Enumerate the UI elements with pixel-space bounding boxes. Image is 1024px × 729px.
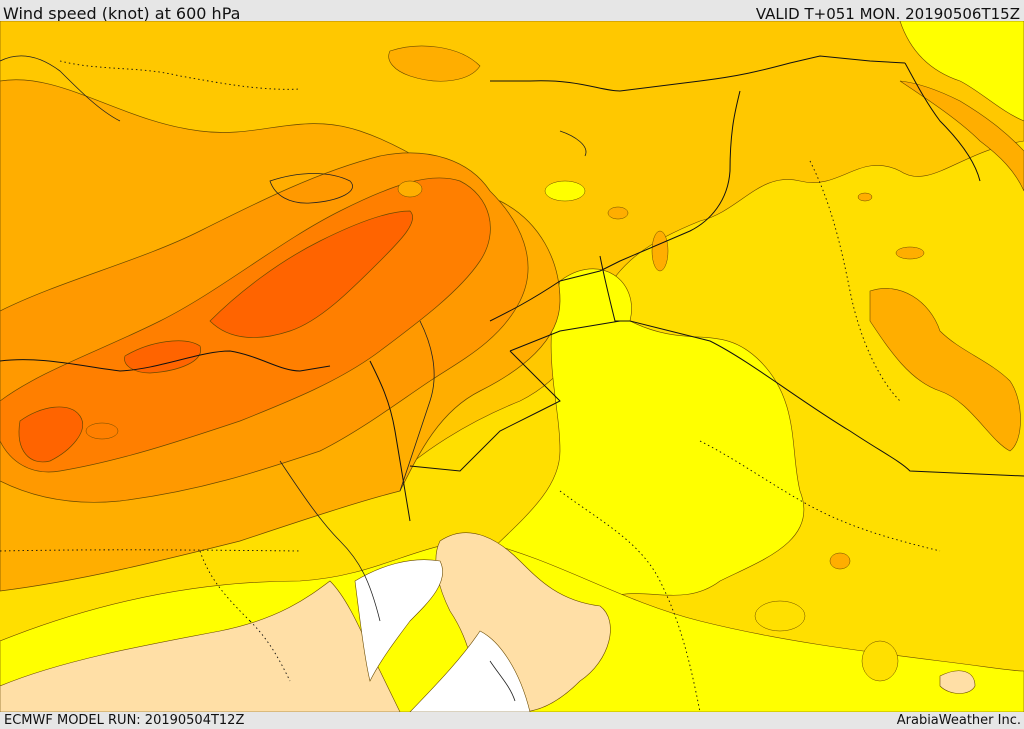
wind-cell bbox=[861, 640, 899, 682]
calm-area-south bbox=[409, 630, 531, 712]
wind-speed-map bbox=[0, 21, 1024, 712]
wind-band-red-orange-core bbox=[209, 210, 413, 338]
map-title: Wind speed (knot) at 600 hPa bbox=[3, 4, 241, 23]
calm-area bbox=[354, 559, 443, 682]
wind-cell bbox=[85, 422, 119, 440]
wind-cell bbox=[651, 230, 669, 272]
wind-cell bbox=[607, 206, 629, 220]
wind-cell bbox=[895, 246, 925, 260]
wind-band-amber-east bbox=[869, 288, 1021, 452]
map-canvas bbox=[0, 21, 1024, 712]
wind-band-bright-yellow-east bbox=[479, 268, 805, 607]
wind-band-bright-yellow-ne bbox=[899, 21, 1024, 122]
wind-cell bbox=[857, 192, 873, 202]
wind-band-amber-ne bbox=[899, 80, 1024, 192]
credit-label: ArabiaWeather Inc. bbox=[896, 713, 1021, 728]
coastlines bbox=[0, 55, 587, 702]
wind-band-red-orange-west bbox=[18, 406, 83, 463]
model-run-label: ECMWF MODEL RUN: 20190504T12Z bbox=[4, 713, 245, 728]
valid-time-label: VALID T+051 MON. 20190506T15Z bbox=[755, 5, 1020, 23]
wind-band-amber-north bbox=[388, 45, 481, 82]
admin-borders bbox=[0, 60, 941, 712]
wind-cell bbox=[829, 552, 851, 570]
wind-cell bbox=[544, 180, 586, 202]
wind-band-pale-se bbox=[939, 670, 976, 694]
country-borders bbox=[0, 55, 1024, 522]
wind-cell bbox=[397, 180, 423, 198]
wind-cell bbox=[754, 600, 806, 632]
